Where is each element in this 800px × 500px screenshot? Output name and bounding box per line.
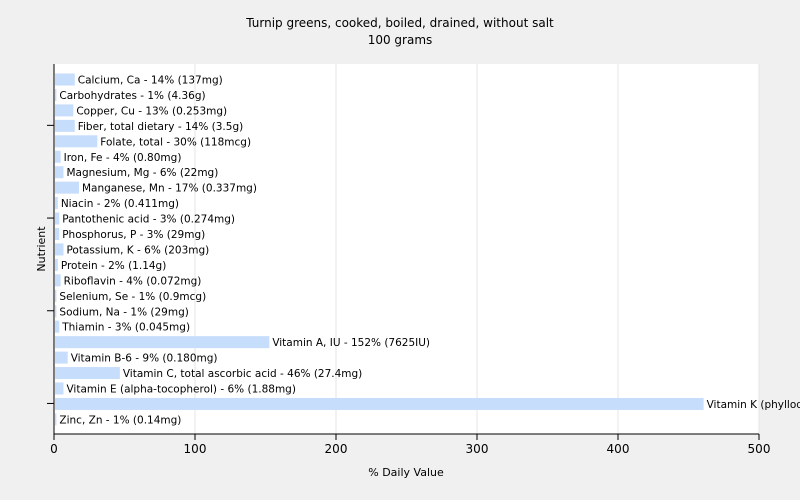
bar-1 <box>55 88 57 101</box>
bar-8 <box>55 197 58 210</box>
bar-20 <box>55 382 64 395</box>
bar-label-17: Vitamin A, IU - 152% (7625IU) <box>272 337 430 349</box>
bar-3 <box>55 119 75 132</box>
grid-lines <box>194 64 760 434</box>
x-tick-label-100: 100 <box>184 442 207 456</box>
chart-subtitle: 100 grams <box>368 33 433 47</box>
bar-label-11: Potassium, K - 6% (203mg) <box>66 244 209 256</box>
bar-7 <box>55 181 79 194</box>
bar-label-12: Protein - 2% (1.14g) <box>61 260 167 272</box>
bar-label-19: Vitamin C, total ascorbic acid - 46% (27… <box>123 368 362 380</box>
bar-11 <box>55 243 64 256</box>
bar-label-16: Thiamin - 3% (0.045mg) <box>61 322 190 334</box>
bar-label-2: Copper, Cu - 13% (0.253mg) <box>76 105 227 117</box>
bar-15 <box>55 305 57 318</box>
bar-label-9: Pantothenic acid - 3% (0.274mg) <box>62 214 235 226</box>
bars <box>55 73 704 426</box>
chart-title: Turnip greens, cooked, boiled, drained, … <box>245 16 554 30</box>
bar-5 <box>55 150 61 163</box>
bar-label-8: Niacin - 2% (0.411mg) <box>61 198 179 210</box>
bar-21 <box>55 397 704 410</box>
bar-4 <box>55 135 98 148</box>
bar-14 <box>55 289 57 302</box>
y-axis-ticks <box>47 124 54 404</box>
bar-label-3: Fiber, total dietary - 14% (3.5g) <box>78 121 243 133</box>
x-tick-label-0: 0 <box>50 442 58 456</box>
bar-label-22: Zinc, Zn - 1% (0.14mg) <box>59 414 181 426</box>
bar-13 <box>55 274 61 287</box>
bar-6 <box>55 166 64 179</box>
bar-label-15: Sodium, Na - 1% (29mg) <box>59 306 188 318</box>
bar-18 <box>55 351 68 364</box>
bar-22 <box>55 413 57 426</box>
x-tick-label-400: 400 <box>607 442 630 456</box>
bar-12 <box>55 258 58 271</box>
bar-label-4: Folate, total - 30% (118mcg) <box>100 136 251 148</box>
x-tick-label-200: 200 <box>325 442 348 456</box>
bar-19 <box>55 367 120 380</box>
bar-label-13: Riboflavin - 4% (0.072mg) <box>64 275 202 287</box>
bar-9 <box>55 212 60 225</box>
plot-area <box>54 64 759 434</box>
x-tick-label-500: 500 <box>748 442 771 456</box>
bar-label-18: Vitamin B-6 - 9% (0.180mg) <box>71 353 218 365</box>
bar-0 <box>55 73 75 86</box>
bar-10 <box>55 228 60 240</box>
bar-label-21: Vitamin K (phylloquinone) - 460% (367.6m… <box>707 399 800 411</box>
bar-label-6: Magnesium, Mg - 6% (22mg) <box>66 167 218 179</box>
bar-labels: Calcium, Ca - 14% (137mg) Carbohydrates -… <box>59 75 800 427</box>
bar-label-1: Carbohydrates - 1% (4.36g) <box>59 90 205 102</box>
x-tick-label-300: 300 <box>466 442 489 456</box>
bar-label-14: Selenium, Se - 1% (0.9mcg) <box>59 291 206 303</box>
bar-2 <box>55 104 74 117</box>
bar-label-20: Vitamin E (alpha-tocopherol) - 6% (1.88m… <box>66 384 296 396</box>
bar-label-7: Manganese, Mn - 17% (0.337mg) <box>82 183 257 195</box>
bar-label-0: Calcium, Ca - 14% (137mg) <box>78 75 223 87</box>
y-axis-label: Nutrient <box>35 226 48 272</box>
bar-label-10: Phosphorus, P - 3% (29mg) <box>62 229 205 241</box>
bar-17 <box>55 336 270 349</box>
bar-16 <box>55 320 60 333</box>
x-axis-label: % Daily Value <box>368 466 444 479</box>
bar-label-5: Iron, Fe - 4% (0.80mg) <box>64 152 182 164</box>
x-axis-ticks: 0 100 200 300 400 500 <box>50 434 770 456</box>
